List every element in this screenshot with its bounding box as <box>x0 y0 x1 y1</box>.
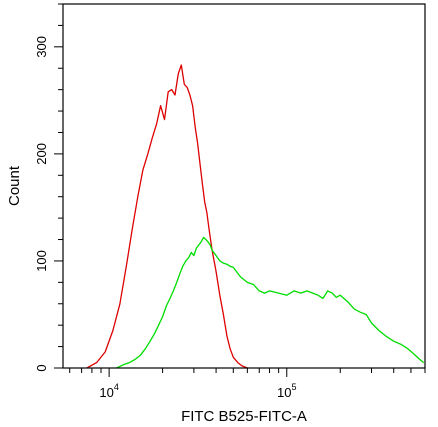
x-tick-label: 105 <box>277 382 296 400</box>
y-axis: 0 100 200 300 <box>34 3 63 372</box>
y-tick-label: 100 <box>34 250 49 272</box>
y-tick-label: 200 <box>34 143 49 165</box>
series-line-1 <box>86 64 248 369</box>
x-tick-label: 104 <box>99 382 118 400</box>
plot-frame <box>62 3 426 369</box>
y-tick-label: 300 <box>34 36 49 58</box>
y-axis-label: Count <box>6 165 23 206</box>
x-axis: 104 105 <box>69 368 426 400</box>
y-tick-label: 0 <box>34 364 49 371</box>
x-axis-label: FITC B525-FITC-A <box>181 408 307 425</box>
series-layer <box>86 64 425 369</box>
series-line-2 <box>116 236 425 369</box>
